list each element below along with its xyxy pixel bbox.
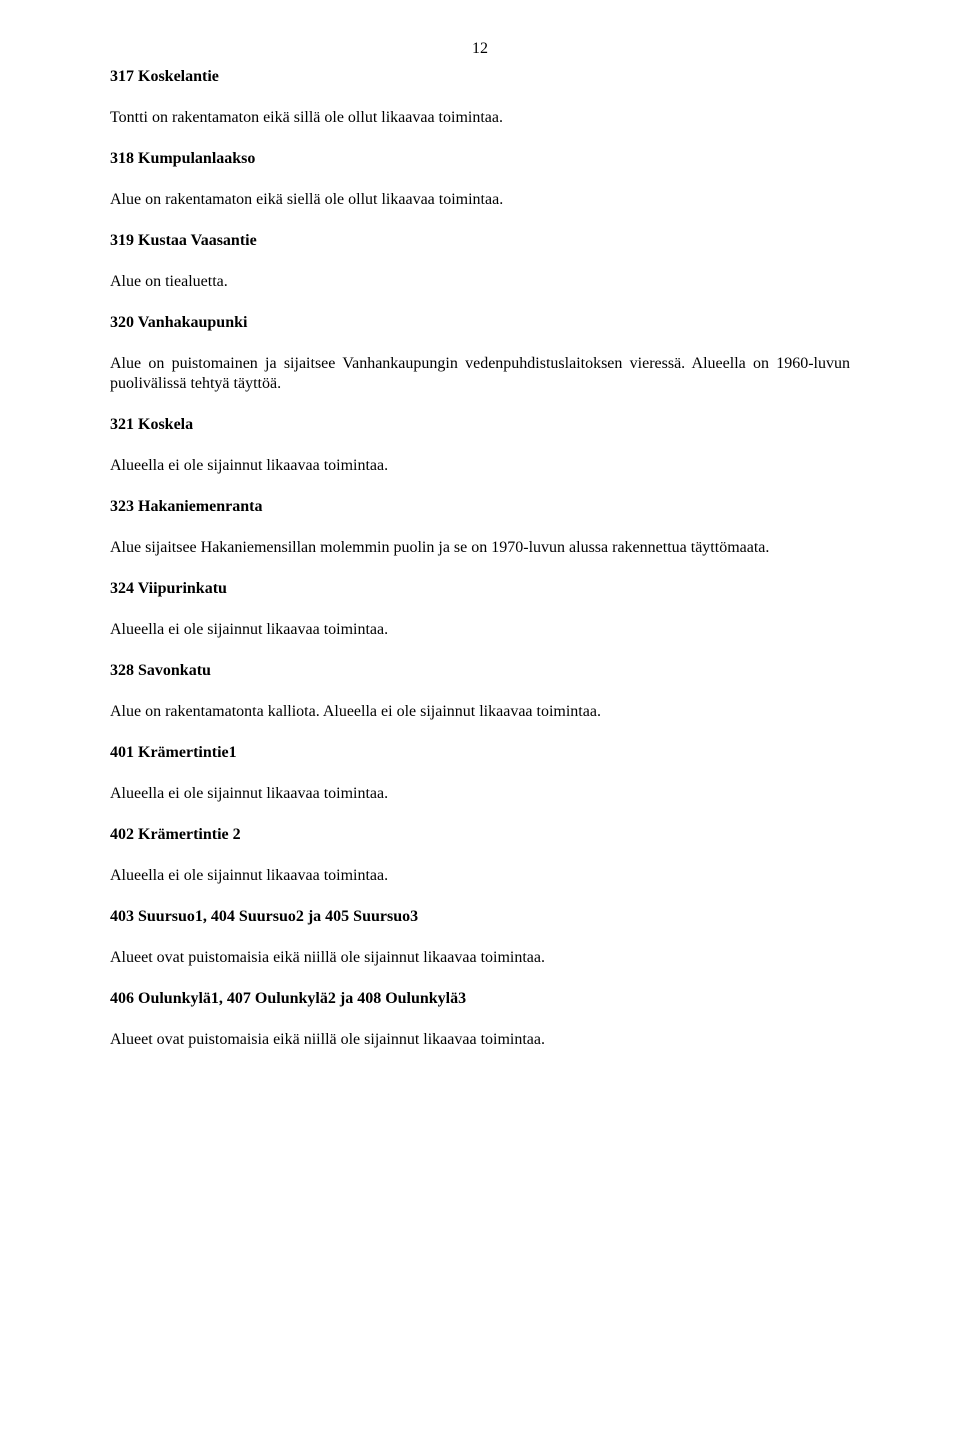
section-heading-403: 403 Suursuo1, 404 Suursuo2 ja 405 Suursu… bbox=[110, 908, 850, 926]
section-body-319: Alue on tiealuetta. bbox=[110, 272, 850, 292]
section-body-321: Alueella ei ole sijainnut likaavaa toimi… bbox=[110, 456, 850, 476]
section-body-402: Alueella ei ole sijainnut likaavaa toimi… bbox=[110, 866, 850, 886]
section-heading-328: 328 Savonkatu bbox=[110, 662, 850, 680]
section-body-323: Alue sijaitsee Hakaniemensillan molemmin… bbox=[110, 538, 850, 558]
section-body-406: Alueet ovat puistomaisia eikä niillä ole… bbox=[110, 1030, 850, 1050]
section-heading-317: 317 Koskelantie bbox=[110, 68, 850, 86]
section-body-328: Alue on rakentamatonta kalliota. Alueell… bbox=[110, 702, 850, 722]
section-heading-323: 323 Hakaniemenranta bbox=[110, 498, 850, 516]
section-body-318: Alue on rakentamaton eikä siellä ole oll… bbox=[110, 190, 850, 210]
section-heading-324: 324 Viipurinkatu bbox=[110, 580, 850, 598]
section-body-320: Alue on puistomainen ja sijaitsee Vanhan… bbox=[110, 354, 850, 394]
section-heading-320: 320 Vanhakaupunki bbox=[110, 314, 850, 332]
section-body-324: Alueella ei ole sijainnut likaavaa toimi… bbox=[110, 620, 850, 640]
section-heading-401: 401 Krämertintie1 bbox=[110, 744, 850, 762]
section-heading-406: 406 Oulunkylä1, 407 Oulunkylä2 ja 408 Ou… bbox=[110, 990, 850, 1008]
section-heading-319: 319 Kustaa Vaasantie bbox=[110, 232, 850, 250]
section-body-317: Tontti on rakentamaton eikä sillä ole ol… bbox=[110, 108, 850, 128]
page-number: 12 bbox=[110, 40, 850, 58]
section-heading-318: 318 Kumpulanlaakso bbox=[110, 150, 850, 168]
section-body-401: Alueella ei ole sijainnut likaavaa toimi… bbox=[110, 784, 850, 804]
section-heading-321: 321 Koskela bbox=[110, 416, 850, 434]
document-page: 12 317 Koskelantie Tontti on rakentamato… bbox=[0, 0, 960, 1444]
section-heading-402: 402 Krämertintie 2 bbox=[110, 826, 850, 844]
section-body-403: Alueet ovat puistomaisia eikä niillä ole… bbox=[110, 948, 850, 968]
